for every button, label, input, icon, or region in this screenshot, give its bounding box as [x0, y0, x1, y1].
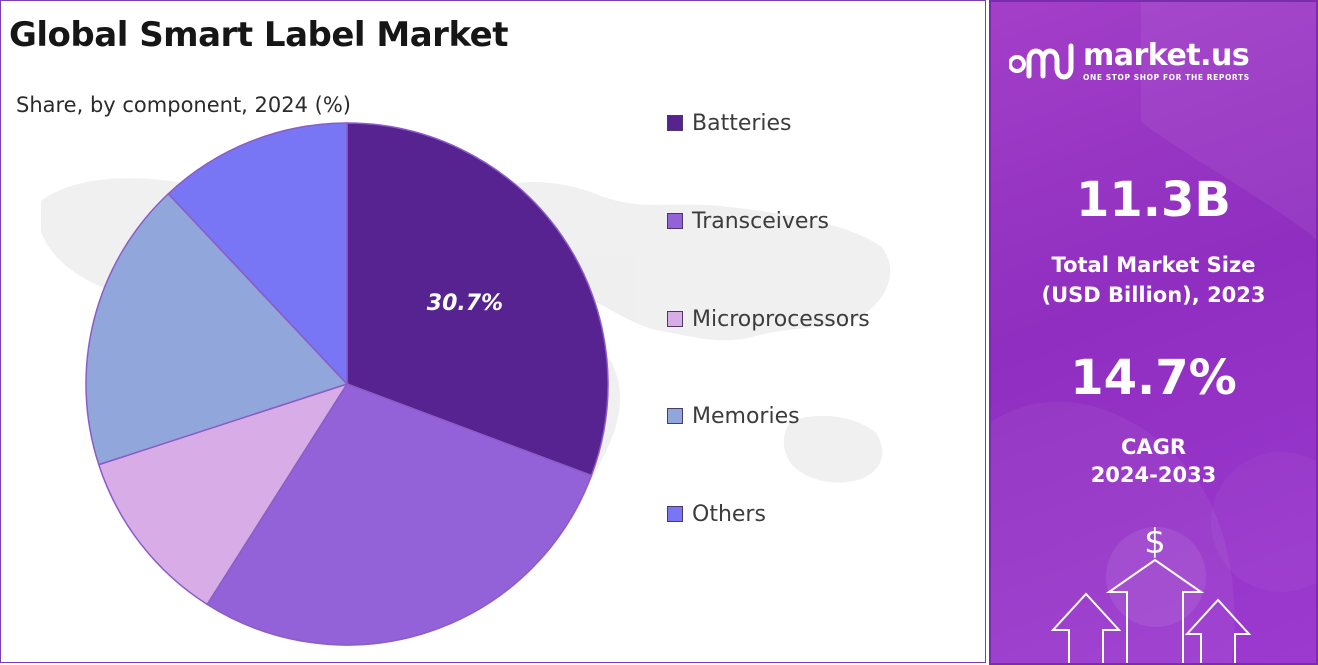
up-arrow-icon: [1105, 558, 1205, 663]
dollar-icon: $: [1144, 522, 1166, 562]
cagr-label-line2: 2024-2033: [1090, 463, 1217, 487]
pie-slice-memories: [85, 192, 349, 466]
legend-item-batteries: Batteries: [667, 108, 792, 138]
legend-label-microprocessors: Microprocessors: [692, 306, 870, 332]
market-us-logo-icon: [1009, 43, 1074, 80]
legend-label-transceivers: Transceivers: [692, 208, 829, 234]
legend-swatch-memories: [667, 408, 683, 424]
legend-swatch-microprocessors: [667, 311, 683, 327]
legend-label-memories: Memories: [692, 403, 800, 429]
legend-item-others: Others: [667, 499, 766, 529]
pie-slice-batteries: [346, 122, 609, 477]
growth-arrows: $: [1050, 522, 1252, 663]
legend-swatch-transceivers: [667, 213, 683, 229]
chart-panel: Global Smart Label Market Share, by comp…: [0, 0, 986, 663]
cagr-value: 14.7%: [1070, 350, 1237, 406]
legend-label-batteries: Batteries: [692, 110, 792, 136]
legend-swatch-batteries: [667, 115, 683, 131]
chart-subtitle: Share, by component, 2024 (%): [16, 93, 351, 117]
market-size-label-line2: (USD Billion), 2023: [1041, 283, 1266, 307]
cagr-label-line1: CAGR: [1120, 435, 1187, 459]
legend-item-microprocessors: Microprocessors: [667, 304, 870, 334]
market-size-label-line1: Total Market Size: [1051, 253, 1256, 277]
background-decoration: [991, 2, 1316, 663]
data-label-batteries: 30.7%: [427, 291, 503, 316]
brand-tagline: ONE STOP SHOP FOR THE REPORTS: [1083, 72, 1250, 82]
legend-item-transceivers: Transceivers: [667, 206, 829, 236]
chart-title: Global Smart Label Market: [9, 15, 508, 55]
legend-label-others: Others: [692, 501, 766, 527]
pie-slice-microprocessors: [97, 382, 349, 606]
market-size-value: 11.3B: [1075, 172, 1231, 228]
brand-name: market.us: [1083, 37, 1250, 73]
up-arrow-icon: [1050, 592, 1122, 663]
pie-chart: 30.7%: [85, 122, 609, 646]
legend-item-memories: Memories: [667, 401, 800, 431]
summary-panel: market.us ONE STOP SHOP FOR THE REPORTS …: [989, 0, 1318, 665]
legend-swatch-others: [667, 506, 683, 522]
pie-slice-transceivers: [206, 383, 593, 646]
pie-slice-others: [167, 122, 348, 386]
brand-logo: market.us ONE STOP SHOP FOR THE REPORTS: [1009, 36, 1250, 86]
up-arrow-icon: [1184, 598, 1252, 663]
